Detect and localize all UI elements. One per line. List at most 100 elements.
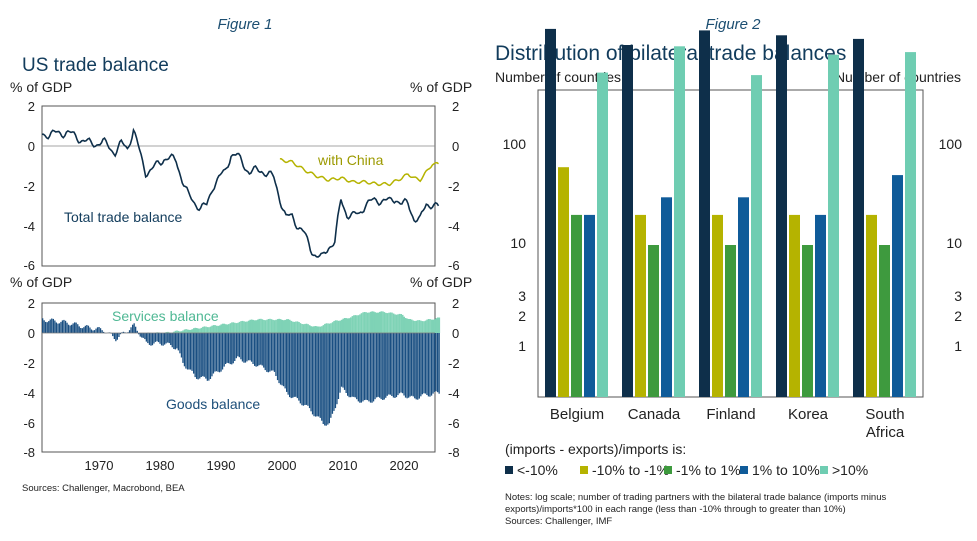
goods-bar	[357, 333, 359, 402]
bar	[738, 197, 749, 397]
services-bar	[173, 331, 175, 333]
figure2-left-ytick: 3	[518, 288, 526, 304]
services-bar	[176, 330, 178, 333]
services-bar	[328, 323, 331, 333]
goods-bar	[340, 333, 343, 387]
goods-bar	[74, 322, 76, 333]
goods-bar	[225, 333, 227, 364]
goods-bar	[240, 333, 242, 360]
category-label: Belgium	[550, 406, 604, 423]
services-bar	[418, 320, 421, 333]
goods-bar	[353, 333, 355, 397]
goods-label: Goods balance	[166, 396, 260, 412]
services-bar	[400, 314, 402, 333]
goods-bar	[374, 333, 376, 400]
bar	[776, 35, 787, 398]
goods-bar	[389, 333, 391, 395]
goods-bar	[218, 333, 221, 373]
goods-bar	[264, 333, 266, 371]
bar	[674, 46, 685, 398]
services-bar	[217, 325, 219, 333]
services-bar	[229, 323, 232, 333]
services-bar	[363, 312, 366, 333]
goods-bar	[170, 333, 172, 345]
goods-bar	[176, 333, 178, 349]
figure1-title: US trade balance	[22, 55, 169, 76]
figure2-right-ytick: 2	[954, 308, 962, 324]
goods-bar	[150, 333, 152, 346]
goods-bar	[211, 333, 213, 377]
goods-bar	[139, 333, 141, 337]
bottom-right-unit: % of GDP	[410, 274, 472, 290]
services-bar	[331, 322, 334, 333]
goods-bar	[293, 333, 295, 397]
top-right-ytick: 0	[452, 139, 459, 154]
goods-bar	[128, 330, 131, 333]
goods-bar	[247, 333, 250, 361]
china-label: with China	[317, 152, 384, 168]
goods-bar	[226, 333, 228, 363]
services-bar	[266, 319, 268, 333]
services-bar	[336, 320, 338, 333]
goods-bar	[235, 333, 237, 359]
goods-bar	[351, 333, 353, 397]
services-bar	[409, 319, 412, 333]
services-bar	[414, 321, 416, 333]
goods-bar	[208, 333, 210, 381]
goods-bar	[296, 333, 298, 399]
goods-bar	[376, 333, 378, 398]
services-bar	[235, 323, 238, 333]
x-tick: 2010	[329, 458, 358, 473]
bottom-left-unit: % of GDP	[10, 274, 72, 290]
goods-bar	[167, 333, 169, 343]
services-bar	[302, 324, 305, 333]
services-bar	[316, 326, 319, 333]
services-bar	[194, 327, 197, 333]
goods-bar	[348, 333, 350, 398]
services-bar	[313, 326, 315, 333]
china-trade-line	[279, 158, 439, 187]
goods-bar	[255, 333, 257, 367]
services-bar	[376, 312, 378, 333]
services-bar	[193, 328, 195, 333]
bottom-left-ytick: -2	[23, 356, 35, 371]
goods-bar	[231, 333, 233, 365]
bar	[866, 214, 877, 397]
goods-bar	[238, 333, 240, 358]
goods-bar	[96, 327, 99, 333]
goods-bar	[193, 333, 195, 374]
bar	[545, 28, 556, 398]
legend-swatch	[580, 466, 588, 474]
services-bar	[185, 329, 187, 333]
goods-bar	[115, 333, 117, 342]
services-bar	[357, 315, 360, 333]
figure2-right-ytick: 10	[946, 235, 962, 251]
services-bar	[437, 317, 439, 333]
goods-bar	[153, 333, 155, 344]
goods-bar	[61, 320, 64, 333]
bar	[648, 245, 659, 397]
bar	[853, 38, 864, 398]
figure2-legend: <-10% -10% to -1% -1% to 1% 1% to 10% >10%	[505, 462, 868, 478]
services-bar	[408, 319, 410, 333]
goods-bar	[67, 324, 70, 333]
goods-bar	[313, 333, 315, 417]
goods-bar	[438, 333, 440, 394]
goods-bar	[182, 333, 184, 363]
services-bar	[211, 325, 213, 333]
services-bar	[350, 317, 352, 333]
services-bar	[429, 319, 431, 333]
goods-bar	[165, 333, 167, 344]
goods-bar	[400, 333, 402, 393]
services-bar	[389, 312, 392, 333]
goods-bar	[406, 333, 408, 399]
goods-bar	[301, 333, 303, 406]
services-bar	[362, 312, 364, 333]
goods-bar	[350, 333, 352, 398]
goods-bar	[324, 333, 326, 426]
goods-bar	[157, 333, 160, 343]
services-bar	[206, 327, 209, 333]
goods-bar	[42, 318, 44, 333]
services-bar	[415, 320, 418, 333]
services-bar	[289, 319, 291, 333]
